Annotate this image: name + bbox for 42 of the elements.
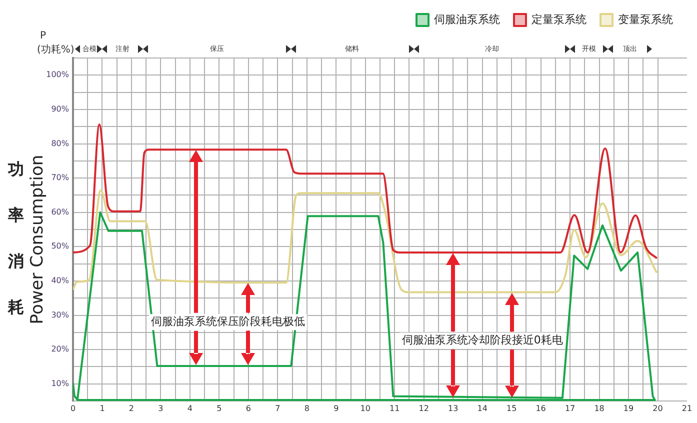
x-tick-label: 0: [70, 404, 76, 413]
x-tick-label: 13: [448, 404, 458, 413]
x-tick-label: 4: [187, 404, 192, 413]
legend-label: 伺服油泵系统: [434, 12, 500, 26]
y-tick-label: 90%: [51, 104, 70, 114]
x-tick-label: 16: [536, 404, 546, 413]
y-axis-title: Power Consumption: [27, 154, 48, 324]
x-tick-label: 20: [652, 404, 663, 413]
y-tick-label: 10%: [51, 378, 70, 388]
x-tick-label: 9: [334, 404, 339, 413]
x-tick-label: 21: [682, 404, 692, 413]
y-tick-label: 50%: [51, 242, 70, 251]
x-tick-label: 18: [594, 404, 604, 413]
line-series: [73, 124, 658, 260]
y-tick-label: 30%: [51, 310, 70, 320]
text: 功率消耗: [8, 160, 24, 317]
x-tick-label: 15: [506, 404, 517, 413]
legend-label: 定量泵系统: [532, 12, 586, 26]
y-tick-label: 60%: [51, 207, 70, 216]
y-tick-label: 80%: [51, 138, 70, 148]
x-tick-label: 6: [246, 404, 251, 413]
annotation: 伺服油泵系统冷却阶段接近0耗电: [402, 333, 563, 346]
x-tick-label: 5: [216, 404, 222, 413]
x-tick-label: 14: [477, 404, 488, 413]
text: P (功耗%): [37, 30, 74, 56]
x-tick-label: 10: [360, 404, 370, 413]
x-tick-label: 12: [418, 404, 429, 413]
x-tick-label: 17: [564, 404, 576, 413]
line-series: [73, 189, 658, 294]
y-tick-label: 100%: [46, 70, 70, 80]
x-tick-label: 11: [390, 404, 400, 413]
annotation: 伺服油泵系统保压阶段耗电极低: [150, 314, 305, 328]
x-tick-label: 1: [100, 404, 105, 413]
y-tick-label: 20%: [51, 344, 70, 354]
x-tick-label: 3: [158, 404, 164, 413]
y-tick-label: 40%: [51, 276, 70, 286]
legend-label: 变量泵系统: [618, 12, 673, 26]
x-tick-label: 2: [128, 404, 134, 413]
x-tick-label: 19: [623, 404, 634, 413]
x-tick-label: 7: [275, 404, 280, 413]
y-tick-label: 70%: [51, 173, 70, 182]
x-tick-label: 8: [304, 404, 310, 413]
